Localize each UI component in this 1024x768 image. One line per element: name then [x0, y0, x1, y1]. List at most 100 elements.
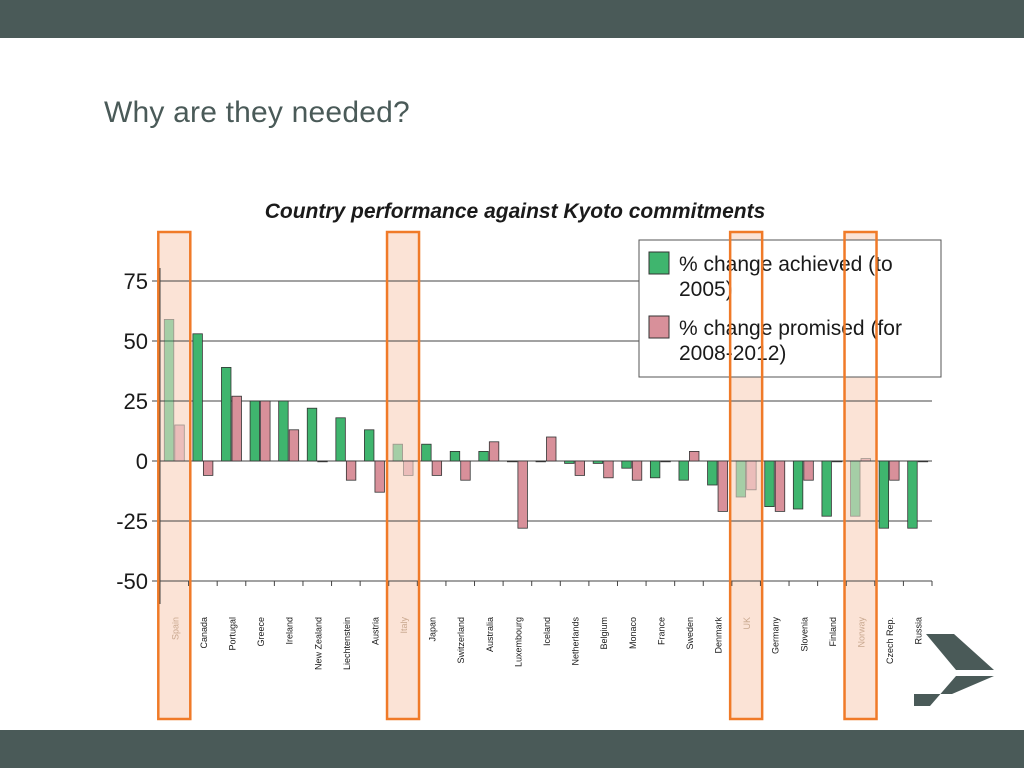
bar-achieved [249, 400, 260, 462]
highlight-boxes [158, 232, 877, 719]
x-tick-label: Switzerland [456, 617, 466, 664]
bar-promised [345, 460, 357, 481]
x-tick-label: Liechtenstein [342, 617, 352, 670]
bar-promised [803, 460, 814, 481]
bar-achieved [792, 460, 804, 510]
bar-promised [288, 429, 300, 462]
legend-label-promised: % change promised (for 2008-2012) [679, 317, 908, 365]
x-tick-label: Netherlands [571, 617, 581, 666]
bar-promised [746, 460, 757, 491]
x-tick-label: Australia [485, 617, 495, 652]
bar-achieved [707, 460, 718, 486]
highlight-outline [157, 230, 192, 721]
bottom-bar [0, 730, 1024, 768]
x-tick-label: Austria [370, 617, 380, 645]
y-tick-label: 25 [124, 389, 148, 414]
x-tick-label: Monaco [628, 617, 638, 649]
bar-promised [603, 460, 614, 479]
y-tick-label: 0 [136, 449, 148, 474]
bar-promised [860, 458, 871, 462]
bar-promised [917, 460, 929, 463]
bar-achieved [535, 460, 546, 463]
bar-achieved [564, 460, 575, 464]
x-tick-label: UK [742, 617, 752, 630]
bar-achieved [221, 366, 232, 462]
y-tick-label: -50 [116, 569, 148, 594]
legend-label-achieved-line2: 2005) [679, 278, 733, 301]
x-tick-label: Luxembourg [513, 617, 523, 667]
highlight-outline [843, 230, 878, 721]
highlight-outlines [157, 230, 878, 721]
x-tick-label: Sweden [685, 617, 695, 650]
highlight-box [158, 232, 191, 719]
bar-promised [631, 460, 643, 481]
x-tick-label: Norway [857, 617, 867, 648]
legend-box [638, 239, 942, 378]
bar-achieved [192, 333, 203, 462]
legend-label-promised-line2: 2008-2012) [679, 342, 786, 365]
bar-achieved [735, 460, 747, 498]
bar-promised [403, 460, 414, 476]
slide-title: Why are they needed? [104, 96, 410, 129]
bar-achieved [592, 460, 604, 464]
bar-promised [317, 460, 328, 463]
bar-achieved [621, 460, 632, 469]
bar-achieved [335, 417, 346, 462]
bar-achieved [507, 460, 518, 463]
bar-achieved [392, 443, 403, 462]
bar-achieved [850, 460, 861, 517]
highlight-outline [728, 230, 764, 721]
top-bar [0, 0, 1024, 38]
y-tick-label: 50 [124, 329, 148, 354]
bar-promised [517, 460, 528, 529]
legend-label-achieved-line1: % change achieved (to [679, 253, 893, 276]
y-axis-labels: 75 50 25 0 -25 -50 [116, 269, 148, 594]
highlight-box [387, 232, 420, 719]
x-tick-label: Ireland [285, 617, 295, 645]
bar-achieved [421, 443, 432, 462]
x-tick-label: New Zealand [313, 617, 323, 670]
bar-achieved [278, 400, 289, 462]
x-tick-label: Germany [771, 617, 781, 655]
x-tick-label: Spain [170, 617, 180, 640]
chart-title: Country performance against Kyoto commit… [265, 200, 766, 223]
x-tick-label: Czech Rep. [885, 617, 895, 664]
logo-icon [914, 634, 994, 706]
bar-achieved [306, 407, 318, 462]
bar-promised [832, 460, 843, 463]
bar-achieved [878, 460, 890, 529]
x-tick-label: Canada [199, 617, 209, 649]
bar-achieved [821, 460, 832, 517]
bar-achieved [907, 460, 918, 529]
bar-achieved [163, 318, 175, 462]
x-tick-label: Greece [256, 617, 266, 647]
bar-promised [574, 460, 585, 476]
y-tick-label: -25 [116, 509, 148, 534]
x-tick-label: Belgium [599, 617, 609, 650]
x-tick-label: Finland [828, 617, 838, 647]
bar-promised [546, 436, 557, 462]
bar-promised [460, 460, 471, 481]
legend-swatch-achieved [648, 251, 670, 275]
legend: % change achieved (to 2005) % change pro… [638, 239, 942, 378]
x-tick-label: Italy [399, 617, 409, 634]
x-tick-label: Russia [914, 617, 924, 645]
bar-promised [889, 460, 900, 481]
legend-label-achieved: % change achieved (to 2005) [679, 253, 898, 301]
bar-achieved [764, 460, 775, 507]
y-tick-label: 75 [124, 269, 148, 294]
bar-promised [689, 450, 700, 462]
bar-achieved [364, 429, 375, 462]
bar-promised [488, 441, 500, 462]
x-tick-label: Portugal [227, 617, 237, 651]
bars [163, 318, 929, 529]
bar-achieved [449, 450, 461, 462]
legend-label-promised-line1: % change promised (for [679, 317, 902, 340]
bar-promised [774, 460, 786, 512]
bar-promised [260, 400, 271, 462]
x-tick-label: Iceland [542, 617, 552, 646]
legend-swatch-promised [648, 315, 670, 339]
bar-promised [374, 460, 385, 493]
bar-achieved [478, 450, 489, 462]
